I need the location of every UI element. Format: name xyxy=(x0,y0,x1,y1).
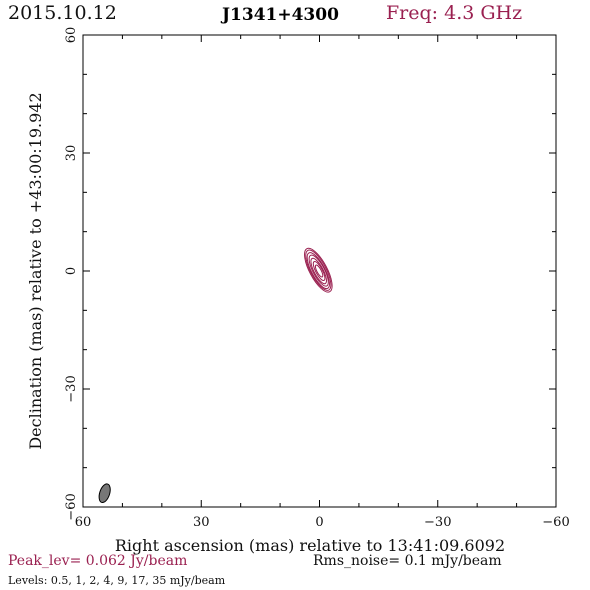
contour-line xyxy=(314,264,324,278)
contour-lines xyxy=(304,247,333,293)
y-tick-label: 0 xyxy=(64,267,79,275)
x-axis-label: Right ascension (mas) relative to 13:41:… xyxy=(115,536,505,555)
x-tick-label: 60 xyxy=(75,515,92,530)
beam-ellipse xyxy=(98,483,111,504)
axis-ticks xyxy=(82,34,557,508)
contour-line xyxy=(306,252,330,290)
y-tick-label: 30 xyxy=(64,145,79,162)
y-tick-label: −60 xyxy=(64,493,79,520)
y-axis-label: Declination (mas) relative to +43:00:19.… xyxy=(26,92,45,449)
y-tick-label: 60 xyxy=(64,27,79,44)
x-tick-label: 30 xyxy=(193,515,210,530)
observation-date: 2015.10.12 xyxy=(8,2,117,24)
peak-level: Peak_lev= 0.062 Jy/beam xyxy=(8,553,188,569)
contour-line xyxy=(308,254,329,287)
contour-line xyxy=(305,249,332,291)
contour-levels: Levels: 0.5, 1, 2, 4, 9, 17, 35 mJy/beam xyxy=(8,574,226,587)
frequency-label: Freq: 4.3 GHz xyxy=(386,2,523,24)
source-name: J1341+4300 xyxy=(222,5,339,25)
y-tick-label: −30 xyxy=(64,375,79,402)
contour-line xyxy=(312,260,326,282)
contour-line xyxy=(310,257,327,285)
x-tick-label: −30 xyxy=(424,515,451,530)
x-tick-label: −60 xyxy=(542,515,569,530)
x-tick-label: 0 xyxy=(315,515,323,530)
contour-line xyxy=(304,247,333,293)
rms-noise: Rms_noise= 0.1 mJy/beam xyxy=(313,553,502,569)
plot-frame xyxy=(82,34,557,508)
beam-ellipse-group xyxy=(98,483,111,504)
